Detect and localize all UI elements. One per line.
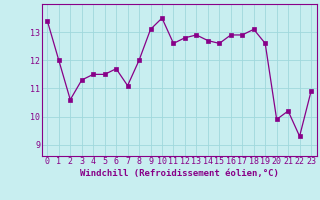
X-axis label: Windchill (Refroidissement éolien,°C): Windchill (Refroidissement éolien,°C) [80,169,279,178]
